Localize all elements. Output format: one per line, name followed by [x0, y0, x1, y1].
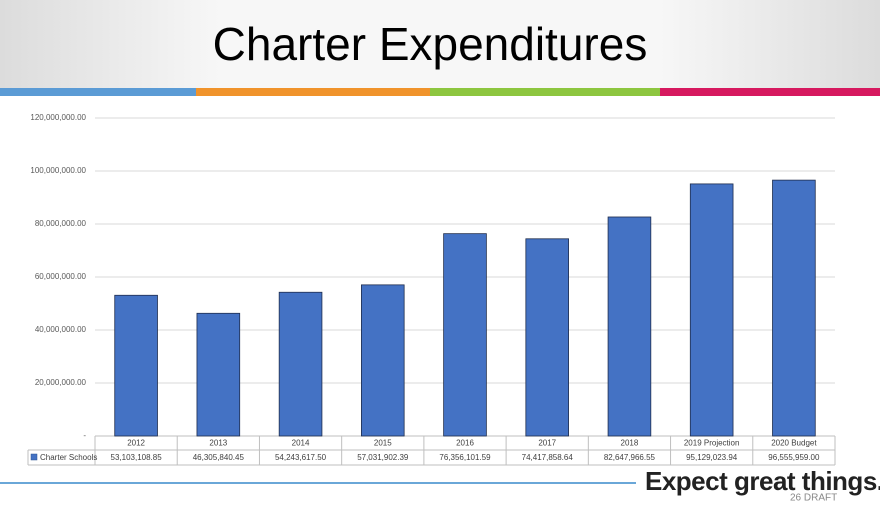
table-value: 74,417,858.64 [522, 453, 574, 462]
bar [196, 312, 241, 437]
y-tick-label: 60,000,000.00 [35, 272, 87, 281]
slogan: Expect great things. [645, 466, 880, 496]
bar [278, 291, 323, 437]
x-tick-label: 2019 Projection [684, 439, 740, 448]
table-value: 82,647,966.55 [604, 453, 656, 462]
bar [114, 294, 158, 437]
table-value: 54,243,617.50 [275, 453, 327, 462]
bar [607, 216, 652, 437]
bar [525, 238, 569, 437]
x-tick-label: 2015 [374, 439, 392, 448]
y-tick-label: 20,000,000.00 [35, 378, 87, 387]
header-background [0, 0, 880, 88]
table-value: 57,031,902.39 [357, 453, 409, 462]
table-value: 46,305,840.45 [193, 453, 245, 462]
y-tick-label: - [83, 431, 86, 440]
bar [772, 179, 816, 437]
table-value: 76,356,101.59 [439, 453, 491, 462]
y-tick-label: 80,000,000.00 [35, 219, 87, 228]
legend-swatch [30, 453, 38, 461]
stripe [0, 88, 196, 96]
x-tick-label: 2014 [292, 439, 310, 448]
bar [360, 284, 405, 437]
x-tick-label: 2018 [621, 439, 639, 448]
page-number: 26 DRAFT [790, 493, 837, 504]
x-tick-label: 2017 [538, 439, 556, 448]
y-tick-label: 100,000,000.00 [30, 166, 86, 175]
legend-label: Charter Schools [40, 453, 97, 462]
x-tick-label: 2013 [209, 439, 227, 448]
y-tick-label: 40,000,000.00 [35, 325, 87, 334]
table-value: 95,129,023.94 [686, 453, 738, 462]
chart: - 20,000,000.00 40,000,000.00 60,000,000.00… [27, 113, 836, 466]
bar [443, 233, 487, 437]
stripe [196, 88, 430, 96]
x-tick-label: 2016 [456, 439, 474, 448]
table-value: 53,103,108.85 [111, 453, 163, 462]
stripe [660, 88, 880, 96]
x-tick-label: 2012 [127, 439, 145, 448]
y-tick-label: 120,000,000.00 [30, 113, 86, 122]
bar [689, 183, 734, 437]
x-tick-label: 2020 Budget [771, 439, 817, 448]
stripe [430, 88, 660, 96]
chart-title: Charter Expenditures [213, 18, 648, 70]
table-value: 96,555,959.00 [768, 453, 820, 462]
